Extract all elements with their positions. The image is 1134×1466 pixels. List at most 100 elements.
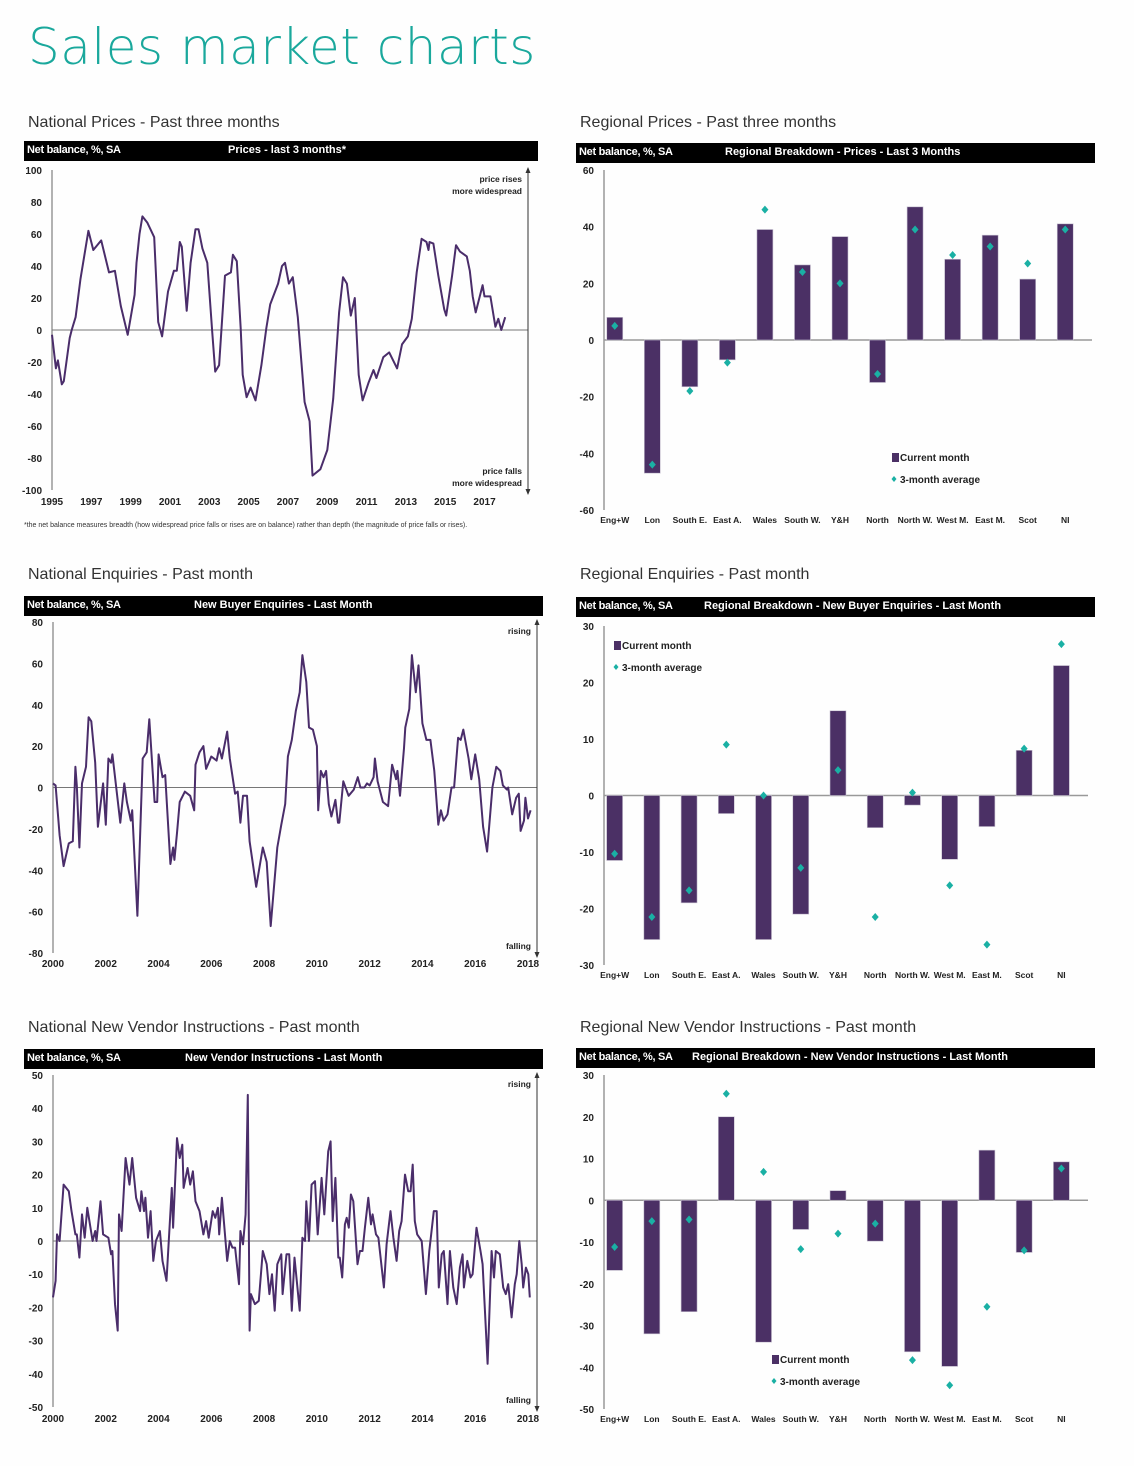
panel-title: National Prices - Past three months (28, 114, 280, 131)
diamond-3-month-average (611, 321, 619, 330)
bar-current-month (1053, 1161, 1070, 1201)
y-tick-label: -80 (29, 949, 44, 960)
x-tick-label: 2011 (356, 497, 378, 508)
y-tick-label: 20 (32, 742, 44, 753)
x-category-label: Scot (1015, 1414, 1034, 1424)
x-tick-label: 2008 (253, 959, 276, 970)
diamond-3-month-average (911, 225, 919, 234)
diamond-3-month-average (760, 1167, 768, 1176)
y-tick-label: 20 (32, 1171, 44, 1182)
legend-label: Current month (780, 1355, 849, 1366)
unit-label: Net balance, %, SA (579, 1051, 673, 1063)
y-tick-label: -10 (29, 1270, 44, 1281)
x-category-label: South W. (784, 515, 820, 525)
y-tick-label: -40 (580, 1363, 595, 1374)
diamond-3-month-average (908, 1356, 916, 1365)
bar-current-month (1053, 665, 1070, 796)
x-category-label: Wales (753, 515, 778, 525)
panel-title: Regional Enquiries - Past month (580, 566, 810, 583)
diamond-3-month-average (1020, 744, 1028, 753)
diamond-3-month-average (797, 863, 805, 872)
bar-current-month (1015, 1199, 1033, 1253)
legend-label: 3-month average (780, 1377, 860, 1388)
unit-label: Net balance, %, SA (579, 600, 673, 612)
diamond-3-month-average (761, 205, 769, 214)
x-tick-label: 2009 (316, 497, 339, 508)
chart-regional-prices: 60 40 20 0 -20 -40 -60 Eng+W Lon South E. East A. W… (580, 166, 1092, 525)
x-category-label: East A. (712, 970, 741, 980)
bar-current-month (981, 234, 999, 341)
y-tick-label: 0 (588, 792, 594, 803)
legend-bar-swatch (614, 641, 621, 650)
legend-diamond-swatch (891, 476, 897, 482)
x-category-label: Lon (644, 970, 660, 980)
x-category-label: Scot (1018, 515, 1037, 525)
annotation-bottom: falling (506, 1395, 531, 1405)
x-tick-label: 2006 (200, 1414, 223, 1425)
bar-current-month (904, 795, 921, 806)
panel-national-prices: National Prices - Past three months Net … (22, 114, 548, 534)
y-tick-label: 60 (32, 659, 44, 670)
chart-header-bar: Net balance, %, SA New Vendor Instructio… (24, 1049, 543, 1069)
diamond-3-month-average (797, 1245, 805, 1254)
chart-regional-enquiries: 30 20 10 0 -10 -20 -30 Eng+W Lon South E. East A. W… (580, 622, 1088, 980)
x-tick-label: 2003 (198, 497, 221, 508)
diamond-3-month-average (983, 1302, 991, 1311)
panel-title: Regional New Vendor Instructions - Past … (580, 1019, 917, 1036)
chart-header-bar: Net balance, %, SA Regional Breakdown - … (576, 143, 1095, 163)
x-category-label: South W. (783, 970, 819, 980)
x-tick-label: 2002 (95, 959, 118, 970)
x-category-label: Y&H (829, 970, 847, 980)
bar-current-month (680, 1199, 698, 1313)
y-tick-label: 50 (32, 1071, 44, 1082)
y-tick-label: -30 (29, 1337, 44, 1348)
x-category-label: Wales (751, 970, 776, 980)
x-category-label: Y&H (831, 515, 849, 525)
bar-current-month (944, 258, 961, 341)
x-tick-label: 1999 (120, 497, 143, 508)
arrow-down-icon (534, 952, 540, 958)
y-tick-label: 10 (583, 1155, 595, 1166)
unit-label: Net balance, %, SA (27, 1052, 121, 1064)
x-category-label: Wales (751, 1414, 776, 1424)
bar-current-month (606, 795, 623, 861)
x-category-label: East A. (713, 515, 742, 525)
y-tick-label: -40 (28, 390, 43, 401)
y-tick-label: 10 (32, 1204, 44, 1215)
diamond-3-month-average (648, 912, 656, 921)
x-tick-label: 2017 (473, 497, 496, 508)
bar-current-month (755, 795, 772, 940)
chart-title: Regional Breakdown - Prices - Last 3 Mon… (725, 146, 961, 158)
diamond-3-month-average (723, 358, 731, 367)
chart-regional-vendor: 30 20 10 0 -10 -20 -30 -40 -50 Eng+W Lon South E. Ea… (580, 1071, 1088, 1424)
series-line (52, 1093, 531, 1365)
diamond-3-month-average (722, 740, 730, 749)
bar-current-month (643, 795, 661, 940)
bar-current-month (941, 1199, 958, 1367)
diamond-3-month-average (685, 1215, 693, 1224)
page-title: Sales market charts (28, 18, 536, 76)
x-tick-label: 2004 (147, 959, 170, 970)
diamond-3-month-average (685, 886, 693, 895)
annotation-bottom: price falls (482, 466, 522, 476)
y-tick-label: -20 (580, 393, 595, 404)
x-category-label: East A. (712, 1414, 741, 1424)
y-tick-label: 30 (583, 622, 595, 633)
x-category-label: North (866, 515, 889, 525)
diamond-3-month-average (722, 1089, 730, 1098)
y-tick-label: -100 (22, 486, 42, 497)
x-category-label: West M. (937, 515, 969, 525)
bar-current-month (1056, 223, 1074, 341)
x-category-label: West M. (934, 1414, 966, 1424)
x-category-label: North (864, 970, 887, 980)
x-category-label: North (864, 1414, 887, 1424)
diamond-3-month-average (874, 370, 882, 378)
legend: Current month 3-month average (613, 641, 702, 674)
x-tick-label: 2001 (159, 497, 182, 508)
legend-bar-swatch (772, 1355, 779, 1364)
diamond-3-month-average (946, 881, 954, 890)
bar-current-month (718, 795, 735, 814)
y-tick-label: -10 (580, 848, 595, 859)
diamond-3-month-average (834, 766, 842, 775)
